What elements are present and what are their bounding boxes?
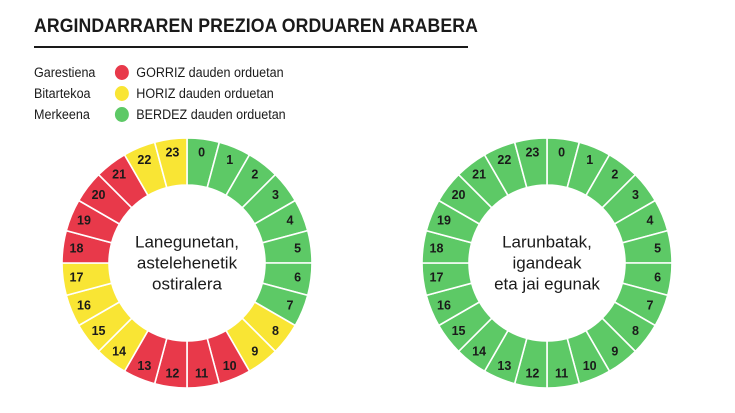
legend-description: HORIZ dauden orduetan bbox=[136, 86, 274, 101]
hour-label-19: 19 bbox=[437, 213, 451, 227]
hour-label-10: 10 bbox=[583, 359, 597, 373]
hour-label-19: 19 bbox=[77, 213, 91, 227]
hour-label-13: 13 bbox=[137, 359, 151, 373]
donut-center-label: igandeak bbox=[512, 254, 582, 273]
hour-segment-23 bbox=[513, 137, 548, 189]
donut-chart-weekends: 01234567891011121314151617181920212223La… bbox=[421, 137, 673, 389]
hour-label-12: 12 bbox=[525, 367, 539, 381]
chart-title: ARGINDARRAREN PREZIOA ORDUAREN ARABERA bbox=[34, 16, 478, 37]
hour-label-8: 8 bbox=[272, 324, 279, 338]
hour-label-14: 14 bbox=[472, 344, 486, 358]
hour-label-23: 23 bbox=[525, 145, 539, 159]
hour-label-0: 0 bbox=[198, 145, 205, 159]
donut-center-label: eta jai egunak bbox=[494, 275, 600, 294]
hour-label-6: 6 bbox=[294, 271, 301, 285]
hour-label-3: 3 bbox=[272, 188, 279, 202]
hour-segment-23 bbox=[153, 137, 188, 189]
hour-label-15: 15 bbox=[452, 324, 466, 338]
donut-center-label: astelehenetik bbox=[137, 254, 238, 273]
hour-label-7: 7 bbox=[287, 299, 294, 313]
hour-label-8: 8 bbox=[632, 324, 639, 338]
green-dot-icon bbox=[114, 107, 129, 122]
hour-label-5: 5 bbox=[654, 241, 661, 255]
donut-center-label: Larunbatak, bbox=[502, 233, 592, 252]
hour-label-21: 21 bbox=[472, 168, 486, 182]
hour-label-9: 9 bbox=[251, 344, 258, 358]
hour-label-17: 17 bbox=[70, 271, 84, 285]
hour-label-14: 14 bbox=[112, 344, 126, 358]
hour-label-15: 15 bbox=[92, 324, 106, 338]
legend-description: BERDEZ dauden orduetan bbox=[136, 107, 286, 122]
hour-label-18: 18 bbox=[430, 241, 444, 255]
hour-label-13: 13 bbox=[497, 359, 511, 373]
donut-chart-weekdays: 01234567891011121314151617181920212223La… bbox=[61, 137, 313, 389]
hour-label-2: 2 bbox=[251, 168, 258, 182]
hour-label-4: 4 bbox=[287, 213, 294, 227]
legend-name: Bitartekoa bbox=[34, 86, 91, 101]
hour-label-18: 18 bbox=[70, 241, 84, 255]
hour-label-1: 1 bbox=[226, 153, 233, 167]
hour-label-20: 20 bbox=[92, 188, 106, 202]
donut-center-label: ostiralera bbox=[152, 275, 222, 294]
hour-label-11: 11 bbox=[555, 367, 568, 381]
hour-label-4: 4 bbox=[647, 213, 654, 227]
hour-label-10: 10 bbox=[223, 359, 237, 373]
hour-label-6: 6 bbox=[654, 271, 661, 285]
legend-description: GORRIZ dauden orduetan bbox=[136, 65, 284, 80]
hour-label-11: 11 bbox=[195, 367, 208, 381]
hour-label-20: 20 bbox=[452, 188, 466, 202]
hour-label-23: 23 bbox=[165, 145, 179, 159]
hour-label-22: 22 bbox=[497, 153, 511, 167]
yellow-dot-icon bbox=[114, 86, 129, 101]
title-divider bbox=[34, 46, 468, 48]
hour-label-16: 16 bbox=[437, 299, 451, 313]
hour-label-9: 9 bbox=[611, 344, 618, 358]
hour-label-17: 17 bbox=[430, 271, 444, 285]
hour-label-1: 1 bbox=[586, 153, 593, 167]
hour-label-3: 3 bbox=[632, 188, 639, 202]
hour-label-7: 7 bbox=[647, 299, 654, 313]
hour-label-5: 5 bbox=[294, 241, 301, 255]
red-dot-icon bbox=[114, 65, 129, 80]
legend-name: Merkeena bbox=[34, 107, 90, 122]
legend-name: Garestiena bbox=[34, 65, 96, 80]
hour-label-22: 22 bbox=[137, 153, 151, 167]
hour-label-12: 12 bbox=[165, 367, 179, 381]
donut-center-label: Lanegunetan, bbox=[135, 233, 239, 252]
hour-label-16: 16 bbox=[77, 299, 91, 313]
hour-label-0: 0 bbox=[558, 145, 565, 159]
hour-label-2: 2 bbox=[611, 168, 618, 182]
hour-label-21: 21 bbox=[112, 168, 126, 182]
